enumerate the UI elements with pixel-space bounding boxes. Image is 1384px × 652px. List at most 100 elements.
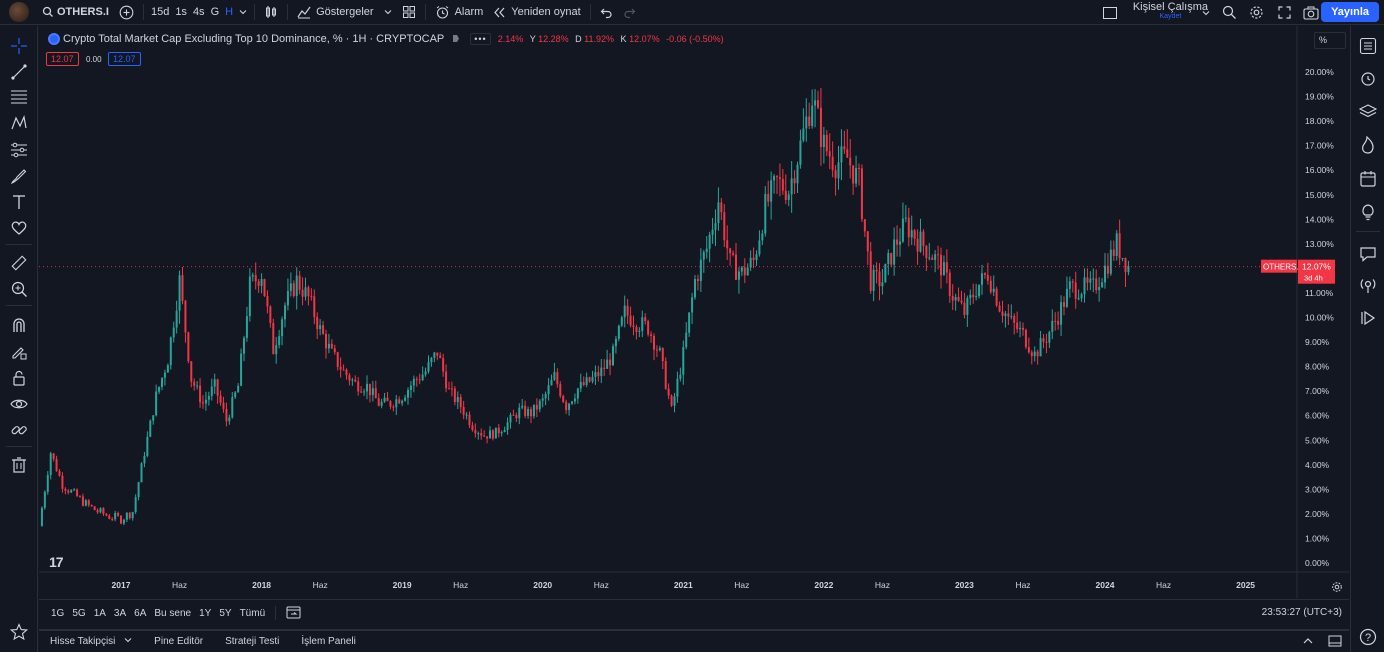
magnet-tool[interactable] bbox=[9, 315, 29, 335]
interval-4s[interactable]: 4s bbox=[192, 6, 205, 18]
brush-tool[interactable] bbox=[9, 166, 29, 186]
utc-clock[interactable]: 23:53:27 (UTC+3) bbox=[1261, 607, 1342, 618]
indicators-dropdown[interactable] bbox=[379, 0, 397, 25]
layout-toggle[interactable] bbox=[1098, 0, 1122, 25]
prediction-tool[interactable] bbox=[9, 140, 29, 160]
pattern-tool[interactable] bbox=[9, 113, 29, 133]
sync-tool[interactable] bbox=[9, 420, 29, 440]
range-1Y[interactable]: 1Y bbox=[199, 607, 212, 619]
candle-body bbox=[213, 379, 216, 387]
range-ytd[interactable]: Bu sene bbox=[154, 607, 192, 619]
object-tree-button[interactable] bbox=[1358, 102, 1378, 122]
interval-G[interactable]: G bbox=[210, 6, 220, 18]
sell-price-badge[interactable]: 12.07 bbox=[46, 52, 79, 66]
undo-button[interactable] bbox=[595, 0, 618, 25]
legend: Crypto Total Market Cap Excluding Top 10… bbox=[45, 32, 724, 46]
settings-button[interactable] bbox=[1244, 0, 1269, 25]
text-icon bbox=[13, 195, 25, 209]
text-tool[interactable] bbox=[9, 192, 29, 212]
candle-body bbox=[682, 347, 685, 375]
watchlist-favorites-tool[interactable] bbox=[9, 622, 29, 642]
flag-icon[interactable] bbox=[452, 34, 462, 44]
chats-button[interactable] bbox=[1358, 244, 1378, 264]
range-5Y[interactable]: 5Y bbox=[219, 607, 232, 619]
tab-trading-panel[interactable]: İşlem Paneli bbox=[301, 636, 356, 647]
chart-type-button[interactable] bbox=[259, 0, 283, 25]
lock-tool[interactable] bbox=[9, 368, 29, 388]
snapshot-button[interactable] bbox=[1298, 0, 1324, 25]
candle-body bbox=[679, 374, 682, 379]
candle-body bbox=[1118, 233, 1121, 259]
zoom-tool[interactable] bbox=[9, 279, 29, 299]
crosshair-tool[interactable] bbox=[9, 36, 29, 56]
tab-pine-editor[interactable]: Pine Editör bbox=[154, 636, 204, 647]
replay-panel-button[interactable] bbox=[1358, 308, 1378, 328]
range-1A[interactable]: 1A bbox=[93, 607, 106, 619]
symbol-search[interactable]: OTHERS.I bbox=[37, 0, 114, 25]
layout-dropdown[interactable] bbox=[1197, 0, 1215, 25]
calendar-arrow-icon bbox=[286, 606, 301, 618]
interval-H[interactable]: H bbox=[225, 6, 234, 18]
layout-name[interactable]: Kişisel Çalışma Kaydet bbox=[1133, 2, 1208, 22]
tab-stock-screener[interactable]: Hisse Takipçisi bbox=[39, 636, 143, 647]
hide-tool[interactable] bbox=[9, 394, 29, 414]
candle-body bbox=[1010, 316, 1013, 318]
legend-title[interactable]: Crypto Total Market Cap Excluding Top 10… bbox=[45, 32, 494, 46]
avatar[interactable] bbox=[9, 2, 29, 22]
range-1G[interactable]: 1G bbox=[51, 607, 65, 619]
candle-body bbox=[565, 401, 568, 411]
chart-pane[interactable]: 20.00% 19.00% 18.00% 17.00% 16.00% 15.00% 14.0… bbox=[39, 26, 1349, 598]
candle-body bbox=[796, 164, 799, 184]
alerts-widget-button[interactable] bbox=[1358, 68, 1378, 88]
watchlist-widget-button[interactable] bbox=[1358, 36, 1378, 56]
go-to-date-button[interactable] bbox=[282, 605, 305, 622]
candle-body bbox=[884, 263, 887, 283]
interval-1s[interactable]: 1s bbox=[175, 6, 187, 18]
redo-button[interactable] bbox=[618, 0, 641, 25]
quick-search-button[interactable] bbox=[1217, 0, 1242, 25]
indicators-button[interactable]: Göstergeler bbox=[292, 0, 378, 25]
calendar-button[interactable] bbox=[1358, 169, 1378, 189]
layout-save[interactable]: Kaydet bbox=[1159, 13, 1182, 20]
candle-body bbox=[161, 377, 163, 387]
chevron-down-icon bbox=[1202, 10, 1210, 15]
tradingview-logo[interactable]: 17 bbox=[49, 554, 64, 570]
range-5G[interactable]: 5G bbox=[72, 607, 86, 619]
buy-price-badge[interactable]: 12.07 bbox=[108, 52, 141, 66]
collapse-panel-button[interactable] bbox=[1302, 635, 1314, 650]
remove-drawings-tool[interactable] bbox=[9, 455, 29, 475]
more-options-icon[interactable]: ••• bbox=[470, 33, 491, 45]
chart-canvas[interactable]: 20.00% 19.00% 18.00% 17.00% 16.00% 15.00% 14.0… bbox=[39, 26, 1349, 598]
hotlists-button[interactable] bbox=[1358, 135, 1378, 155]
fullscreen-button[interactable] bbox=[1273, 0, 1296, 25]
icons-tool[interactable] bbox=[9, 218, 29, 238]
ideas-button[interactable] bbox=[1358, 202, 1378, 222]
axis-settings-button[interactable] bbox=[1331, 581, 1343, 596]
measure-tool[interactable] bbox=[9, 253, 29, 273]
tab-strategy-tester[interactable]: Strateji Testi bbox=[225, 636, 280, 647]
range-3A[interactable]: 3A bbox=[113, 607, 127, 619]
candle-body bbox=[1086, 277, 1089, 283]
help-button[interactable]: ? bbox=[1358, 627, 1378, 647]
interval-dropdown[interactable] bbox=[236, 0, 250, 25]
alarm-button[interactable]: Alarm bbox=[430, 0, 489, 25]
candle-body bbox=[1106, 265, 1109, 274]
candle-body bbox=[450, 388, 453, 390]
range-6A[interactable]: 6A bbox=[134, 607, 147, 619]
candle-body bbox=[158, 386, 161, 392]
percent-scale-toggle[interactable]: % bbox=[1314, 32, 1346, 49]
templates-button[interactable] bbox=[397, 0, 421, 25]
last-symbol-tag: OTHERS.D bbox=[1263, 263, 1305, 272]
candle-body bbox=[175, 310, 178, 328]
range-all[interactable]: Tümü bbox=[239, 607, 266, 619]
fib-tool[interactable] bbox=[9, 87, 29, 107]
interval-15d[interactable]: 15d bbox=[150, 6, 170, 18]
streams-button[interactable] bbox=[1358, 275, 1378, 295]
replay-button[interactable]: Yeniden oynat bbox=[488, 0, 585, 25]
maximize-panel-button[interactable] bbox=[1328, 635, 1342, 650]
compare-button[interactable] bbox=[114, 0, 139, 25]
trend-line-tool[interactable] bbox=[9, 62, 29, 82]
stay-drawing-tool[interactable] bbox=[9, 342, 29, 362]
publish-button[interactable]: Yayınla bbox=[1321, 2, 1379, 22]
candle-body bbox=[647, 321, 650, 335]
